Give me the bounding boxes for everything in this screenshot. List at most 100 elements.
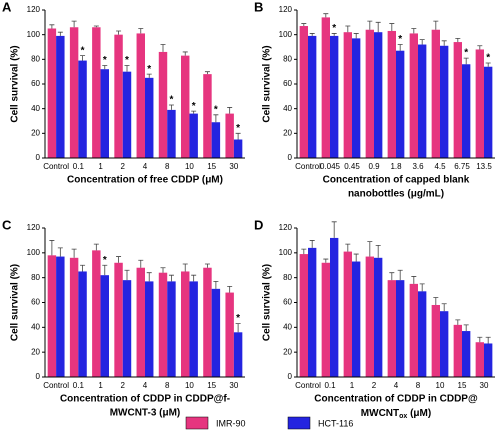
error-bar — [71, 20, 77, 28]
error-bar — [49, 240, 55, 256]
significance-label: * — [464, 48, 468, 59]
y-tick-label: 100 — [27, 30, 41, 39]
error-bar — [146, 73, 152, 78]
x-axis-label: MWCNTox (μM) — [361, 408, 431, 420]
x-tick-label: 3.6 — [412, 162, 424, 171]
y-tick-label: 60 — [283, 298, 292, 307]
bar — [92, 250, 101, 377]
bar — [299, 254, 308, 377]
error-bar — [227, 285, 233, 293]
bar — [484, 343, 493, 377]
x-tick-label: 8 — [416, 381, 421, 390]
error-bar — [71, 248, 77, 258]
error-bar — [367, 20, 373, 30]
significance-label: * — [103, 55, 107, 66]
y-tick-label: 80 — [31, 54, 40, 63]
y-axis-label: Cell survival (%) — [10, 264, 21, 341]
significance-label: * — [125, 55, 129, 66]
error-bar — [353, 33, 359, 39]
bar — [78, 60, 87, 158]
error-bar — [463, 57, 469, 65]
error-bar — [102, 264, 108, 276]
axes — [44, 228, 245, 378]
bar — [136, 267, 145, 377]
bar — [56, 256, 65, 377]
y-tick-label: 120 — [27, 223, 41, 232]
y-tick-label: 120 — [279, 5, 293, 14]
y-tick-label: 20 — [31, 128, 40, 137]
error-bar — [182, 51, 188, 56]
bar — [225, 113, 234, 158]
error-bar — [375, 21, 381, 33]
x-tick-label: 4 — [143, 381, 148, 390]
x-tick-label: 10 — [185, 381, 194, 390]
bar — [343, 32, 352, 159]
bar — [211, 122, 221, 158]
error-bar — [353, 253, 359, 262]
significance-label: * — [192, 101, 196, 112]
bar — [321, 17, 330, 159]
error-bar — [455, 319, 461, 325]
y-tick-label: 120 — [279, 223, 293, 232]
x-tick-label: 4.5 — [434, 162, 446, 171]
x-axis-label: nanobottles (μg/mL) — [348, 189, 444, 200]
x-tick-label: 4 — [143, 162, 148, 171]
bar — [69, 27, 79, 159]
y-tick-label: 0 — [288, 372, 293, 381]
bar — [145, 77, 154, 158]
error-bar — [419, 283, 425, 292]
bar — [440, 311, 449, 377]
error-bar — [397, 269, 403, 281]
error-bar — [419, 39, 425, 45]
bar — [418, 291, 427, 377]
bar — [352, 261, 361, 377]
error-bar — [389, 23, 395, 31]
y-tick-label: 80 — [283, 54, 292, 63]
bar — [365, 256, 374, 377]
error-bar — [301, 248, 307, 255]
bar — [181, 271, 190, 377]
x-tick-label: Control — [295, 162, 321, 171]
error-bar — [455, 37, 461, 43]
bar — [409, 283, 418, 377]
bar — [396, 50, 405, 159]
x-tick-label: 13.5 — [476, 162, 492, 171]
bar — [225, 292, 234, 377]
x-tick-label: 30 — [480, 381, 489, 390]
x-tick-label: 8 — [165, 381, 170, 390]
error-bar — [345, 243, 351, 252]
x-tick-label: 4 — [394, 381, 399, 390]
legend-label: IMR-90 — [216, 418, 246, 428]
x-tick-label: 0.1 — [73, 162, 85, 171]
error-bar — [80, 264, 86, 272]
x-tick-label: 2 — [121, 381, 126, 390]
bar — [158, 272, 168, 377]
bar — [69, 257, 79, 377]
y-tick-label: 60 — [31, 298, 40, 307]
error-bar — [301, 23, 307, 27]
x-tick-label: Control — [43, 381, 69, 390]
error-bar — [80, 55, 86, 61]
y-tick-label: 0 — [36, 372, 41, 381]
x-tick-label: 15 — [207, 381, 216, 390]
error-bar — [213, 280, 219, 289]
panel-label: C — [2, 217, 12, 232]
error-bar — [204, 71, 210, 75]
error-bar — [367, 241, 373, 257]
error-bar — [375, 244, 381, 258]
bar — [189, 113, 198, 158]
y-tick-label: 100 — [279, 248, 293, 257]
x-tick-label: Control — [295, 381, 321, 390]
error-bar — [168, 274, 174, 282]
x-axis-label-subscript: ox — [399, 413, 407, 420]
error-bar — [191, 110, 197, 114]
x-tick-label: 15 — [207, 162, 216, 171]
error-bar — [331, 33, 337, 36]
error-bar — [323, 258, 329, 263]
error-bar — [463, 324, 469, 332]
bar — [330, 237, 339, 377]
bar — [233, 332, 243, 377]
bar — [365, 29, 374, 158]
x-axis-label-part: MWCNT — [361, 408, 399, 419]
